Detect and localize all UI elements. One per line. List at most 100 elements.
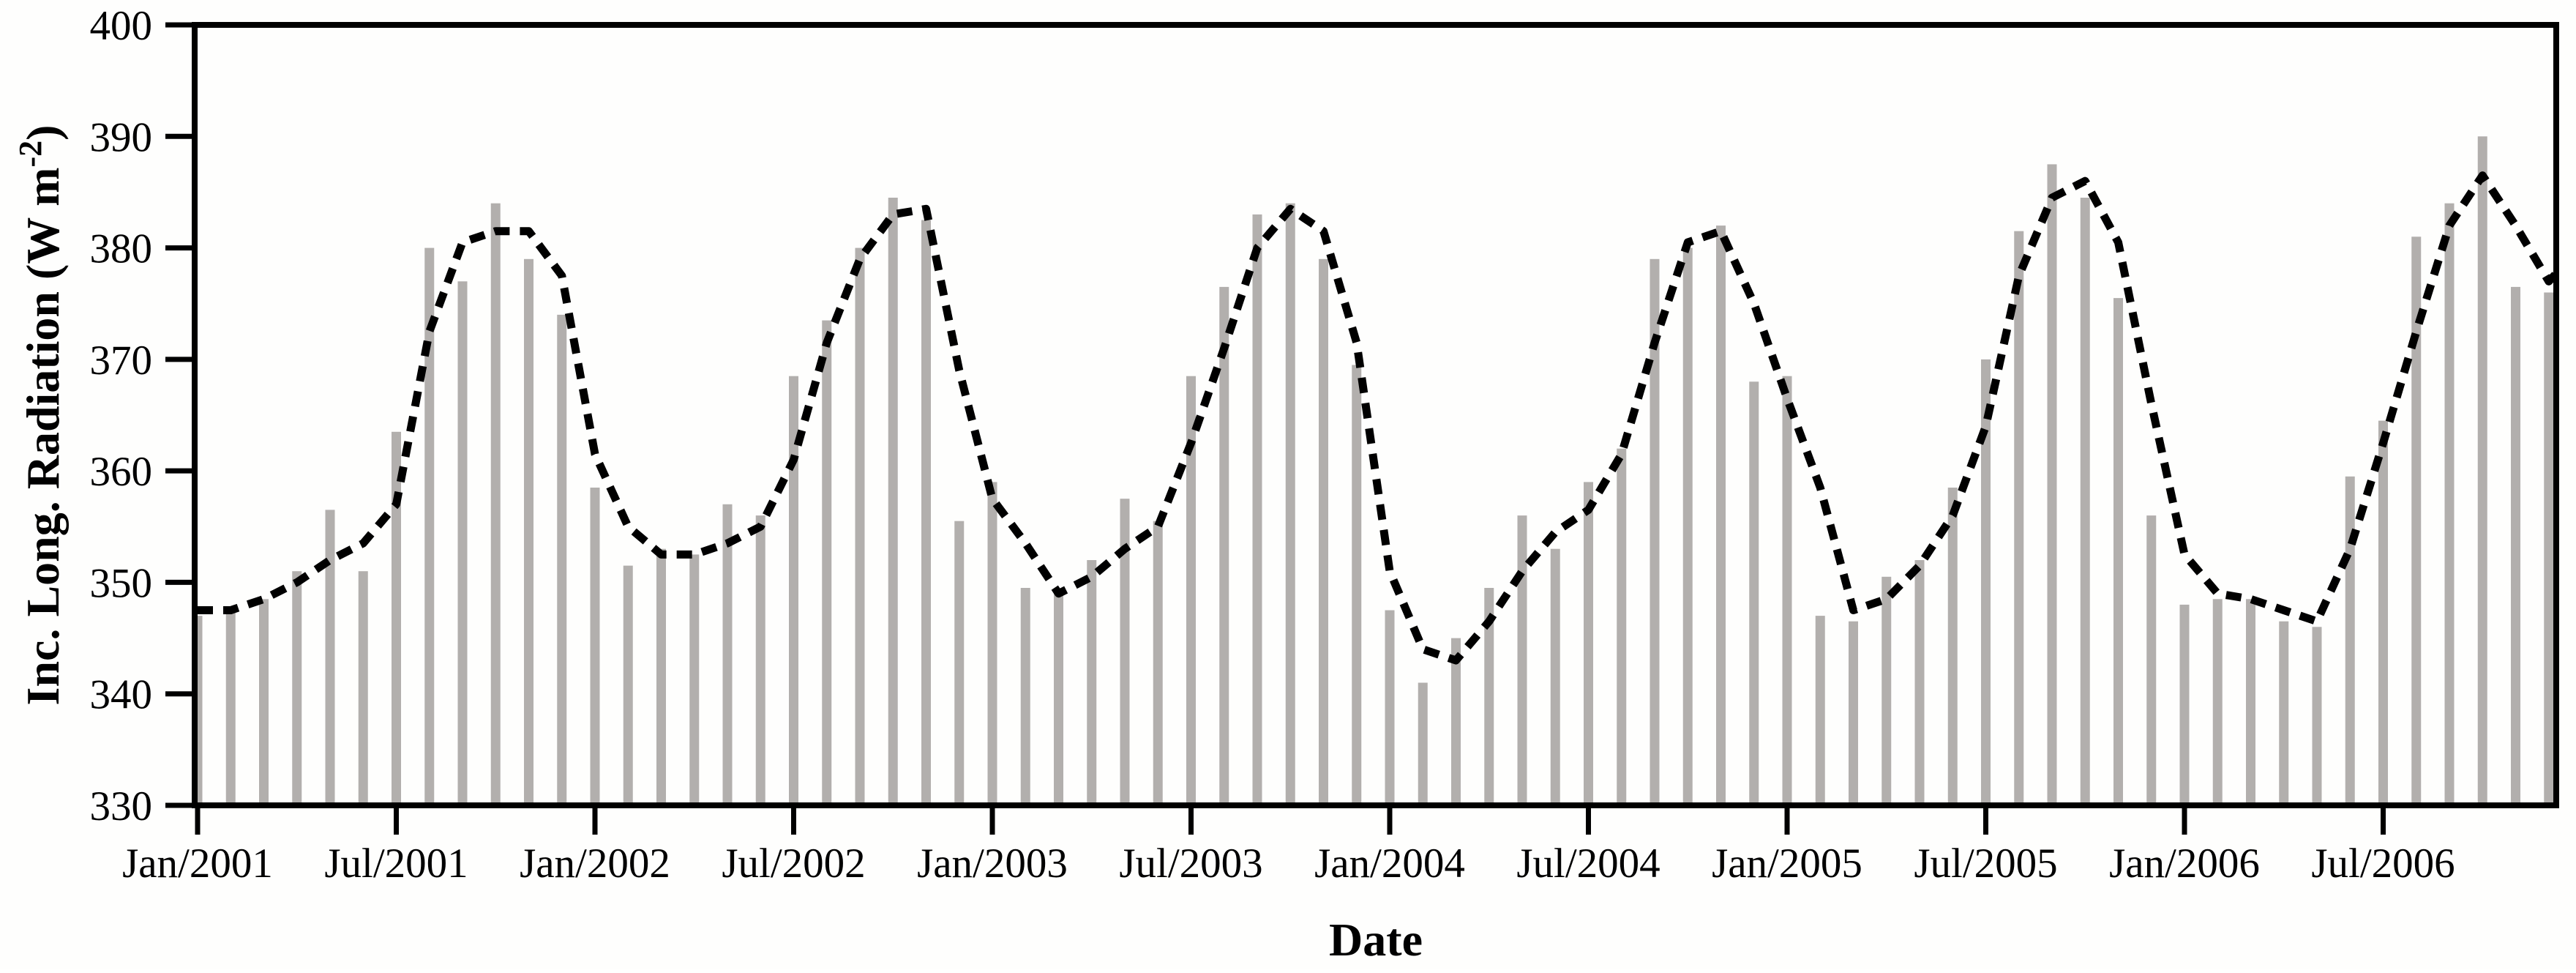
bar-Jun/2003 (1153, 521, 1163, 805)
y-axis-tick-labels: 330 340 350 360 370 380 390 400 (90, 3, 153, 830)
bar-Nov/2004 (1716, 225, 1726, 806)
bar-Jun/2001 (358, 571, 368, 805)
bar-May/2002 (722, 504, 733, 805)
trend-dashed-line (198, 171, 2559, 665)
bar-Jan/2006 (2179, 604, 2190, 805)
x-tick-label-Jan/2004: Jan/2004 (1314, 840, 1465, 887)
bar-Jan/2002 (590, 488, 600, 805)
bar-Oct/2003 (1285, 203, 1295, 805)
x-tick-label-Jul/2003: Jul/2003 (1119, 840, 1262, 887)
x-axis-ticks (195, 805, 2386, 835)
x-tick-label-Jul/2005: Jul/2005 (1914, 840, 2057, 887)
bar-Apr/2006 (2279, 621, 2289, 805)
bar-Sep/2004 (1650, 258, 1660, 805)
bar-Sep/2002 (855, 247, 865, 806)
bar-May/2005 (1914, 560, 1925, 805)
bar-Mar/2005 (1849, 621, 1858, 805)
y-tick-label-360: 360 (90, 449, 153, 495)
bar-Sep/2001 (457, 281, 468, 805)
x-axis-tick-labels: Jan/2001 Jul/2001 Jan/2002 Jul/2002 Jan/2003… (122, 840, 2455, 887)
bar-May/2004 (1517, 515, 1527, 805)
bar-Aug/2002 (822, 320, 832, 806)
bar-Nov/2001 (524, 258, 533, 805)
bar-Dec/2005 (2146, 515, 2157, 805)
x-tick-label-Jan/2003: Jan/2003 (917, 840, 1068, 887)
x-tick-label-Jan/2005: Jan/2005 (1712, 840, 1862, 887)
bar-Dec/2004 (1749, 381, 1759, 805)
bar-Jun/2005 (1947, 488, 1958, 805)
bar-Nov/2003 (1319, 258, 1328, 805)
y-tick-label-330: 330 (90, 783, 153, 830)
y-tick-label-390: 390 (90, 114, 153, 160)
bar-Jul/2001 (392, 431, 401, 805)
x-tick-label-Jan/2001: Jan/2001 (122, 840, 273, 887)
bar-Jul/2005 (1981, 359, 1991, 805)
bar-Oct/2002 (888, 198, 898, 805)
bar-Jul/2004 (1584, 482, 1593, 805)
x-tick-label-Jan/2002: Jan/2002 (520, 840, 670, 887)
bar-Feb/2005 (1815, 616, 1825, 805)
bar-Dec/2006 (2544, 292, 2554, 805)
bar-May/2003 (1120, 499, 1130, 805)
x-axis-title: Date (1329, 914, 1423, 966)
bar-Jun/2006 (2345, 476, 2355, 805)
bar-Jul/2003 (1186, 376, 1196, 805)
bar-May/2006 (2312, 627, 2322, 805)
bar-Oct/2005 (2080, 198, 2090, 805)
bar-Oct/2001 (490, 203, 501, 805)
bar-Jan/2004 (1385, 610, 1395, 805)
bar-Nov/2006 (2511, 286, 2520, 805)
y-tick-label-380: 380 (90, 226, 153, 272)
bar-Apr/2002 (689, 554, 700, 805)
bar-Aug/2001 (424, 247, 435, 806)
y-tick-label-370: 370 (90, 338, 153, 384)
bar-Nov/2005 (2113, 298, 2123, 806)
bar-Oct/2006 (2477, 136, 2487, 806)
bar-Mar/2001 (259, 599, 269, 805)
bar-Jan/2003 (987, 482, 997, 805)
bar-May/2001 (325, 510, 335, 805)
y-tick-label-340: 340 (90, 672, 153, 718)
bar-Feb/2002 (623, 565, 633, 805)
bar-Feb/2001 (225, 610, 236, 805)
bar-Aug/2005 (2014, 231, 2024, 805)
bar-Feb/2004 (1418, 682, 1428, 805)
y-tick-label-400: 400 (90, 3, 153, 49)
bar-Nov/2002 (921, 220, 931, 805)
bar-Mar/2002 (656, 548, 666, 805)
bar-Apr/2003 (1087, 560, 1097, 805)
bar-Aug/2004 (1617, 448, 1627, 805)
bar-Dec/2002 (954, 521, 965, 805)
bar-Sep/2006 (2444, 203, 2455, 805)
y-tick-label-350: 350 (90, 560, 153, 606)
bar-Mar/2003 (1054, 593, 1063, 805)
bars-group (192, 136, 2554, 806)
x-tick-label-Jan/2006: Jan/2006 (2109, 840, 2260, 887)
x-tick-label-Jul/2006: Jul/2006 (2311, 840, 2455, 887)
bar-Oct/2004 (1682, 247, 1693, 806)
x-tick-label-Jul/2004: Jul/2004 (1516, 840, 1660, 887)
y-axis-ticks (165, 22, 195, 808)
bar-Sep/2003 (1252, 214, 1262, 805)
bar-Apr/2005 (1882, 576, 1892, 805)
bar-Jul/2002 (789, 376, 798, 805)
x-tick-label-Jul/2002: Jul/2002 (722, 840, 865, 887)
bar-Mar/2004 (1451, 638, 1461, 805)
y-axis-title: Inc. Long. Radiation (W m-2) (12, 125, 69, 706)
bar-Sep/2005 (2047, 164, 2057, 805)
bar-Jan/2005 (1782, 376, 1792, 805)
bar-Apr/2004 (1484, 588, 1494, 805)
bar-Mar/2006 (2246, 599, 2255, 805)
bar-Jun/2002 (755, 515, 765, 805)
x-tick-label-Jul/2001: Jul/2001 (324, 840, 468, 887)
bar-Feb/2003 (1020, 588, 1030, 805)
bar-Apr/2001 (292, 571, 302, 805)
bar-Dec/2001 (557, 314, 567, 805)
plot-frame (192, 22, 2559, 808)
bar-Jul/2006 (2378, 420, 2388, 805)
bar-Jun/2004 (1550, 548, 1560, 805)
bar-Aug/2006 (2411, 236, 2422, 805)
bar-Feb/2006 (2212, 599, 2223, 805)
